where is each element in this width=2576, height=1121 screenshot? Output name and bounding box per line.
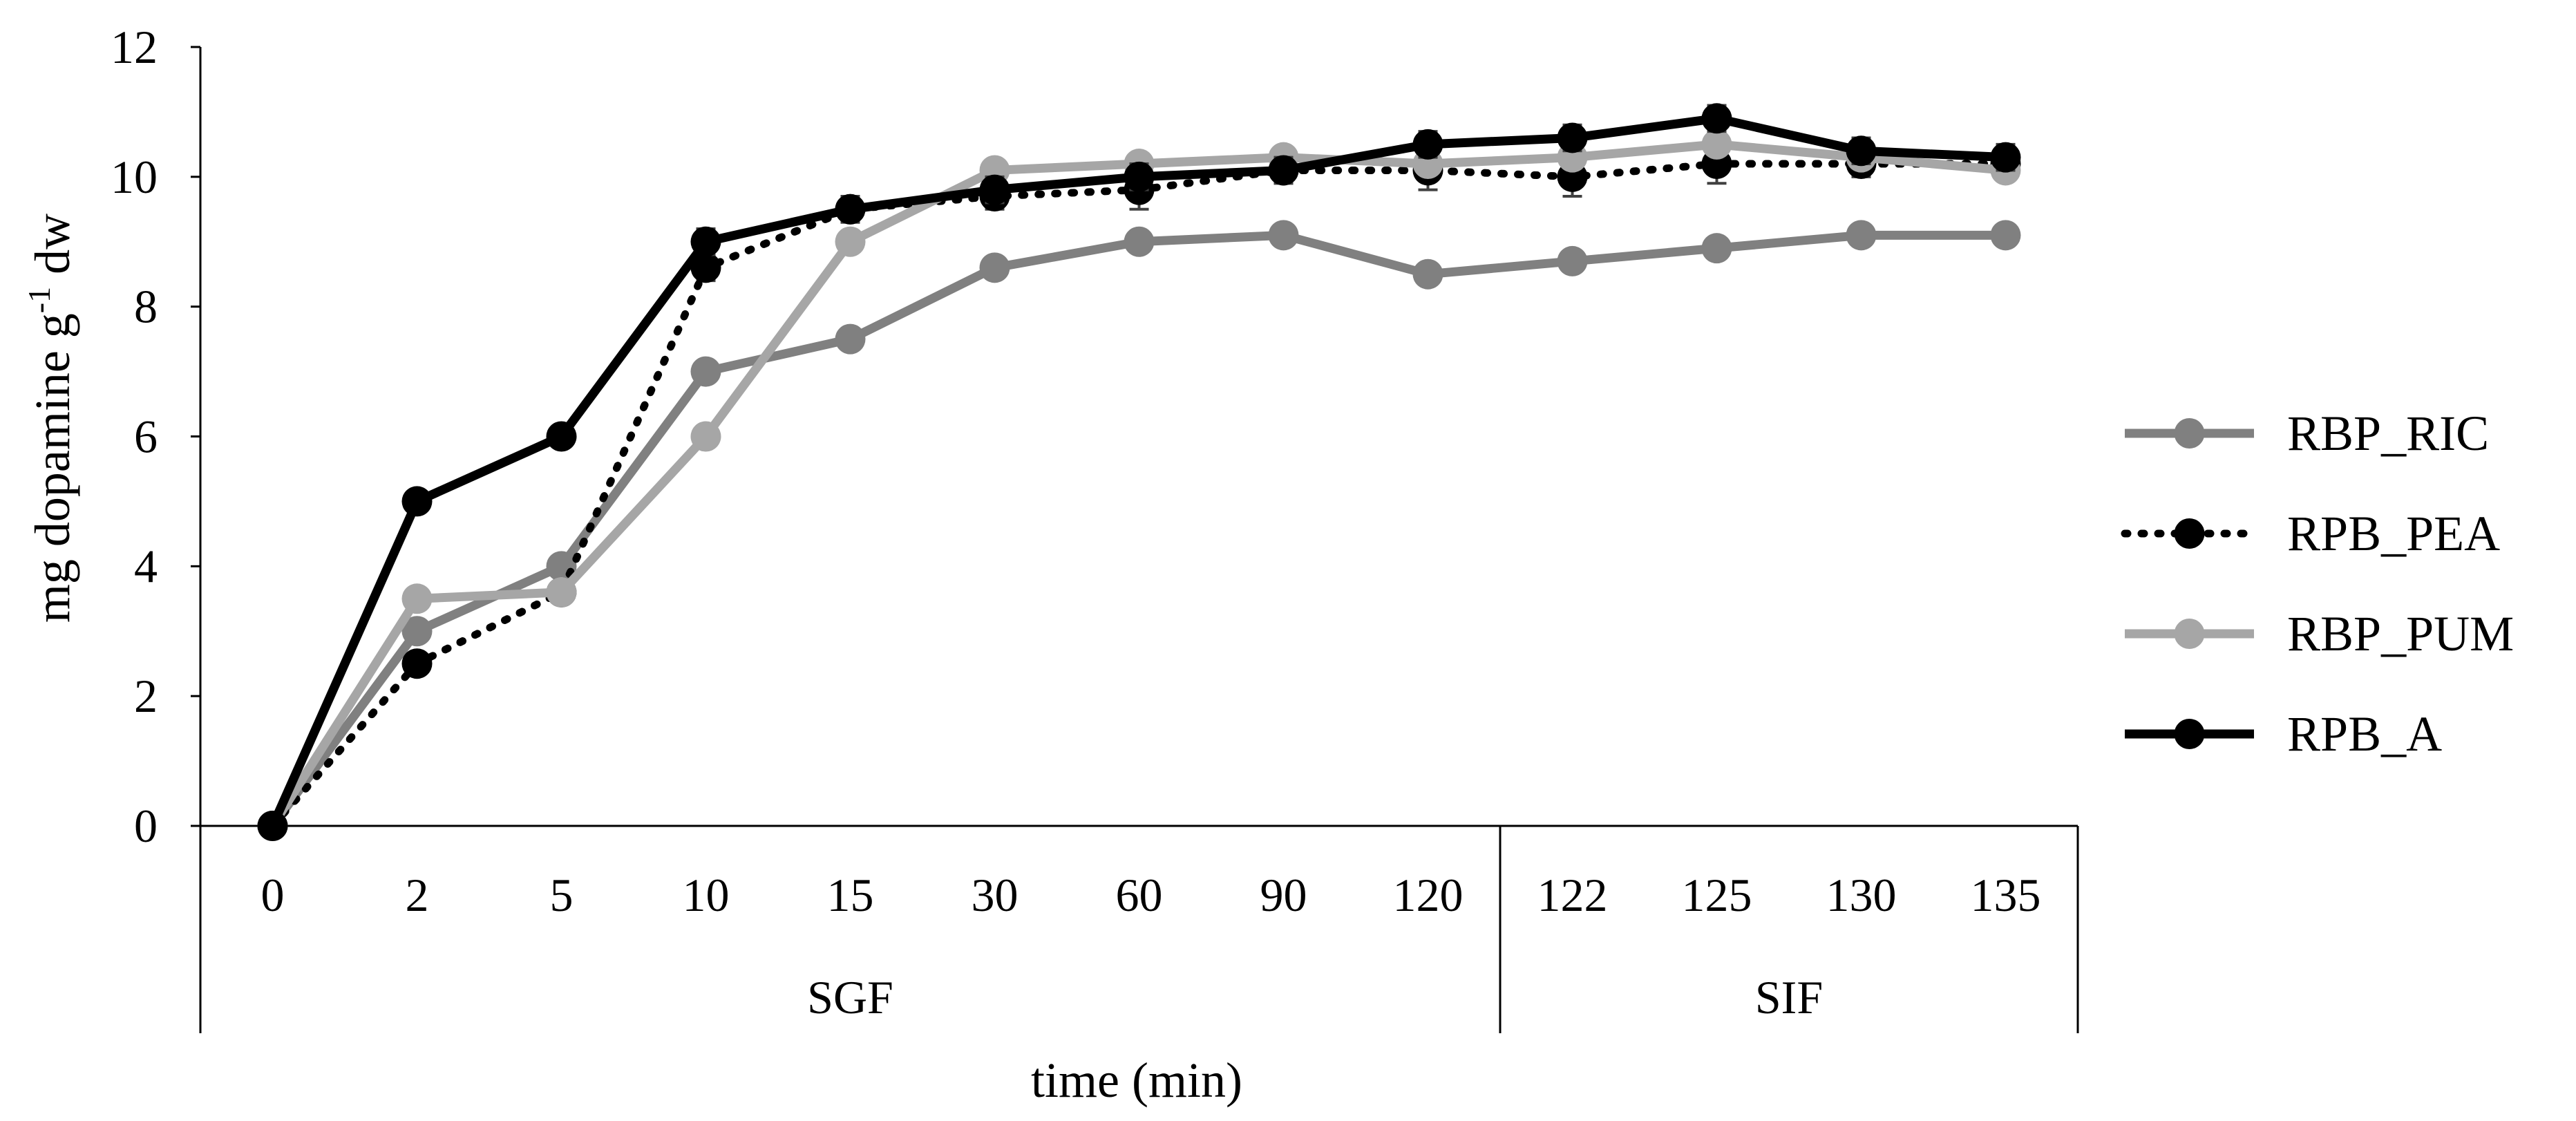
- legend-item-RPB_A: RPB_A: [2125, 706, 2442, 762]
- data-point: [1701, 103, 1732, 134]
- data-point: [257, 811, 288, 841]
- legend-swatch-marker: [2174, 719, 2205, 749]
- y-axis-title-tail: dw: [25, 214, 80, 287]
- series-layer: [257, 103, 2021, 841]
- legend-swatch-marker: [2174, 518, 2205, 549]
- x-tick-label: 0: [261, 869, 285, 921]
- data-point: [690, 226, 721, 257]
- data-point: [401, 648, 433, 679]
- x-tick-label: 90: [1260, 869, 1307, 921]
- data-point: [1124, 226, 1155, 257]
- x-tick-label: 5: [550, 869, 574, 921]
- y-tick-label: 4: [134, 540, 158, 592]
- x-tick-label: 15: [827, 869, 874, 921]
- legend-swatch-marker: [2174, 418, 2205, 449]
- series-line: [268, 113, 2006, 828]
- x-tick-label: 125: [1682, 869, 1752, 921]
- y-axis-title-superscript: -1: [21, 287, 57, 313]
- series-RBP_RIC: [257, 220, 2021, 841]
- data-point: [979, 252, 1010, 283]
- data-point: [835, 323, 866, 355]
- legend-item-RBP_RIC: RBP_RIC: [2125, 406, 2489, 461]
- legend-item-RPB_PEA: RPB_PEA: [2121, 506, 2500, 561]
- data-point: [835, 226, 866, 257]
- x-tick-label: 130: [1826, 869, 1897, 921]
- data-point: [1412, 258, 1443, 290]
- y-tick-label: 6: [134, 411, 158, 463]
- data-point: [1990, 220, 2021, 251]
- data-point: [690, 421, 721, 452]
- data-point: [835, 194, 866, 225]
- data-point: [690, 356, 721, 387]
- legend-label: RPB_PEA: [2287, 506, 2500, 561]
- y-axis-title: mg dopamine g-1 dw: [21, 214, 80, 623]
- data-point: [1557, 245, 1588, 276]
- group-label: SIF: [1755, 971, 1823, 1024]
- legend: RBP_RIC RPB_PEA RBP_PUM RPB_A: [2121, 406, 2514, 762]
- y-tick-label: 8: [134, 281, 158, 333]
- x-tick-label: 60: [1116, 869, 1163, 921]
- data-point: [1701, 233, 1732, 264]
- x-tick-label: 30: [972, 869, 1019, 921]
- legend-item-RBP_PUM: RBP_PUM: [2125, 606, 2514, 661]
- x-tick-label: 122: [1537, 869, 1608, 921]
- data-point: [1412, 129, 1443, 160]
- data-point: [1846, 220, 1877, 251]
- series-line: [269, 230, 2006, 829]
- x-tick-label: 2: [406, 869, 429, 921]
- legend-label: RBP_RIC: [2287, 406, 2489, 461]
- axes-layer: 0 2 4 6 8 10 12 SGF SIF 0 2 5 10 15 30 60 90 120 122 125 130…: [111, 21, 2079, 1033]
- legend-label: RBP_PUM: [2287, 606, 2514, 661]
- y-tick-label: 12: [111, 21, 158, 73]
- group-label: SGF: [807, 971, 893, 1024]
- y-tick-label: 10: [111, 151, 158, 203]
- x-tick-label: 135: [1971, 869, 2041, 921]
- y-tick-label: 2: [134, 670, 158, 722]
- x-tick-label: 120: [1393, 869, 1464, 921]
- data-point: [1701, 129, 1732, 160]
- x-axis-title: time (min): [1031, 1053, 1242, 1108]
- y-axis-title-main: mg dopamine g: [25, 313, 80, 623]
- y-tick-label: 0: [134, 800, 158, 852]
- data-point: [1124, 161, 1155, 192]
- data-point: [1557, 122, 1588, 153]
- x-tick-label: 10: [683, 869, 730, 921]
- data-point: [546, 421, 577, 452]
- data-point: [1268, 155, 1299, 186]
- legend-label: RPB_A: [2287, 706, 2442, 762]
- series-line: [269, 160, 2009, 830]
- data-point: [1990, 142, 2021, 173]
- data-point: [546, 576, 577, 607]
- data-point: [401, 486, 433, 517]
- series-RPB_A: [257, 103, 2021, 841]
- data-point: [1268, 220, 1299, 251]
- data-point: [401, 616, 433, 647]
- data-point: [690, 252, 721, 283]
- data-point: [1846, 135, 1877, 167]
- data-point: [979, 174, 1010, 205]
- data-point: [401, 583, 433, 614]
- legend-swatch-marker: [2174, 619, 2205, 649]
